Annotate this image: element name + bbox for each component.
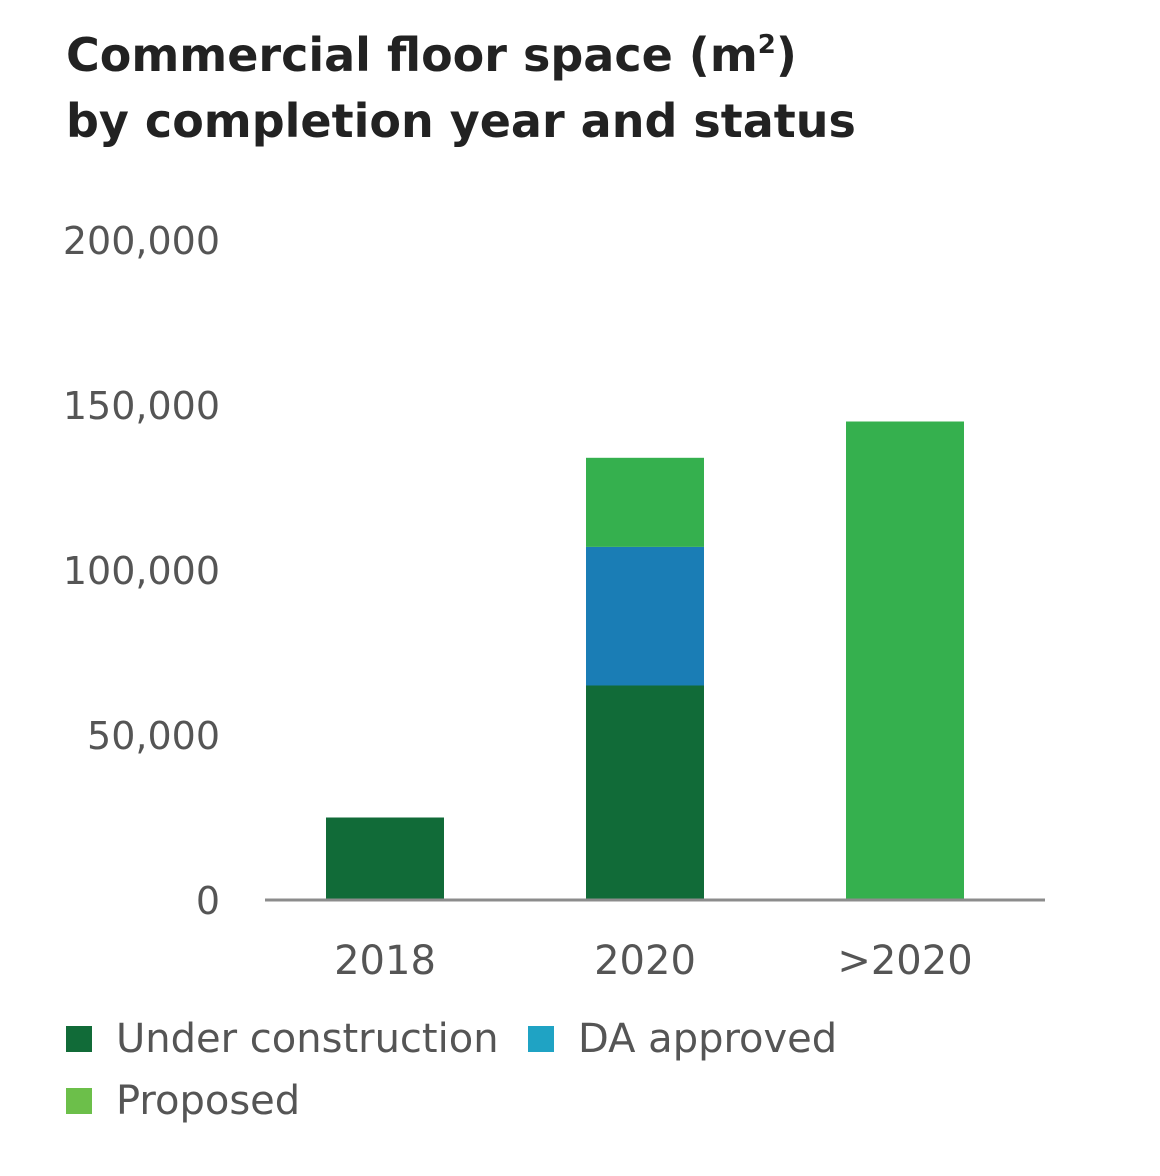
legend-swatch-da-approved [528, 1026, 554, 1052]
title-line-2: by completion year and status [66, 94, 856, 148]
stacked-bar-chart: 0 50,000 100,000 150,000 200,000 2018 2020 >202… [63, 219, 1045, 984]
legend-swatch-under-construction [66, 1026, 92, 1052]
title-superscript: 2 [757, 29, 776, 60]
legend-label-da-approved: DA approved [578, 1016, 838, 1062]
legend-swatch-proposed [66, 1088, 92, 1114]
y-tick-label: 150,000 [63, 384, 220, 428]
legend-item-proposed: Proposed [66, 1078, 300, 1124]
title-line-1: Commercial floor space (m2) [66, 22, 856, 88]
x-tick-label: 2020 [594, 938, 696, 984]
bar-2020-under-construction [586, 685, 704, 900]
y-tick-label: 50,000 [87, 714, 220, 758]
bar-2020-proposed [846, 421, 964, 900]
chart-title: Commercial floor space (m2) by completio… [66, 22, 856, 154]
legend-item-da-approved: DA approved [528, 1016, 837, 1062]
legend-item-under-construction: Under construction [66, 1016, 499, 1062]
bar-2020-proposed [586, 457, 704, 547]
bar-2020-da-approved [586, 546, 704, 686]
legend-label-under-construction: Under construction [116, 1016, 499, 1062]
y-tick-label: 0 [196, 879, 220, 923]
x-tick-label: 2018 [334, 938, 436, 984]
title-line-1-text: Commercial floor space (m [66, 28, 758, 82]
legend-label-proposed: Proposed [116, 1078, 301, 1124]
y-tick-label: 200,000 [63, 219, 220, 263]
title-line-1-end: ) [775, 28, 797, 82]
bar-2018-under-construction [326, 817, 444, 900]
y-tick-label: 100,000 [63, 549, 220, 593]
x-tick-label: >2020 [837, 938, 972, 984]
